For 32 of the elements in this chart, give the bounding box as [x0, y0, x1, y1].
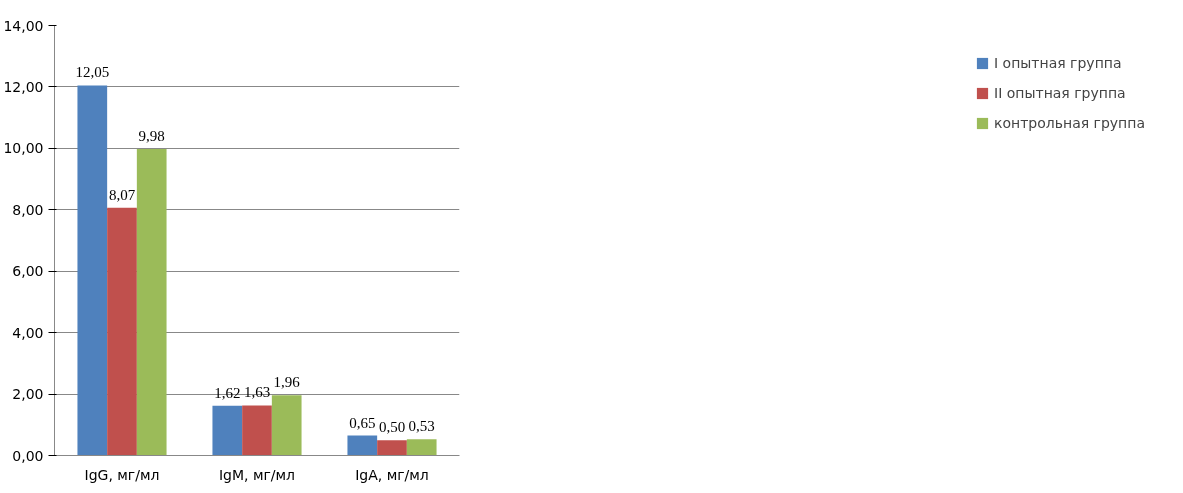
- data-label: 12,05: [75, 64, 110, 81]
- bar: [77, 85, 108, 456]
- y-tick-label: 6,00: [12, 263, 44, 280]
- bar: [107, 207, 137, 456]
- x-tick-label: IgG, мг/мл: [84, 466, 160, 483]
- data-label: 0,50: [378, 419, 406, 436]
- data-label: 9,98: [138, 127, 165, 144]
- bar: [136, 148, 167, 456]
- data-label: 0,65: [349, 414, 376, 431]
- data-label: 1,62: [214, 384, 241, 401]
- y-tick-label: 12,00: [3, 78, 44, 95]
- legend-label: I опытная группа: [994, 55, 1122, 71]
- y-tick-label: 4,00: [12, 324, 44, 341]
- legend-label: контрольная группа: [994, 115, 1145, 131]
- x-tick-label: IgM, мг/мл: [218, 466, 296, 483]
- x-tick-label: IgA, мг/мл: [355, 466, 429, 483]
- data-label: 0,53: [408, 418, 435, 435]
- legend-label: II опытная группа: [994, 85, 1126, 101]
- y-tick-label: 10,00: [3, 140, 44, 157]
- bar: [242, 405, 272, 456]
- data-label: 1,63: [243, 384, 271, 401]
- data-label: 1,96: [273, 374, 301, 391]
- bar: [347, 435, 378, 456]
- y-tick-label: 0,00: [12, 447, 44, 464]
- bar: [377, 440, 407, 456]
- y-tick-label: 8,00: [12, 201, 44, 218]
- y-tick-label: 14,00: [3, 17, 44, 34]
- bar: [212, 405, 243, 456]
- data-label: 8,07: [108, 186, 136, 203]
- y-tick-label: 2,00: [12, 386, 44, 403]
- bar: [406, 439, 437, 456]
- bar: [271, 395, 302, 456]
